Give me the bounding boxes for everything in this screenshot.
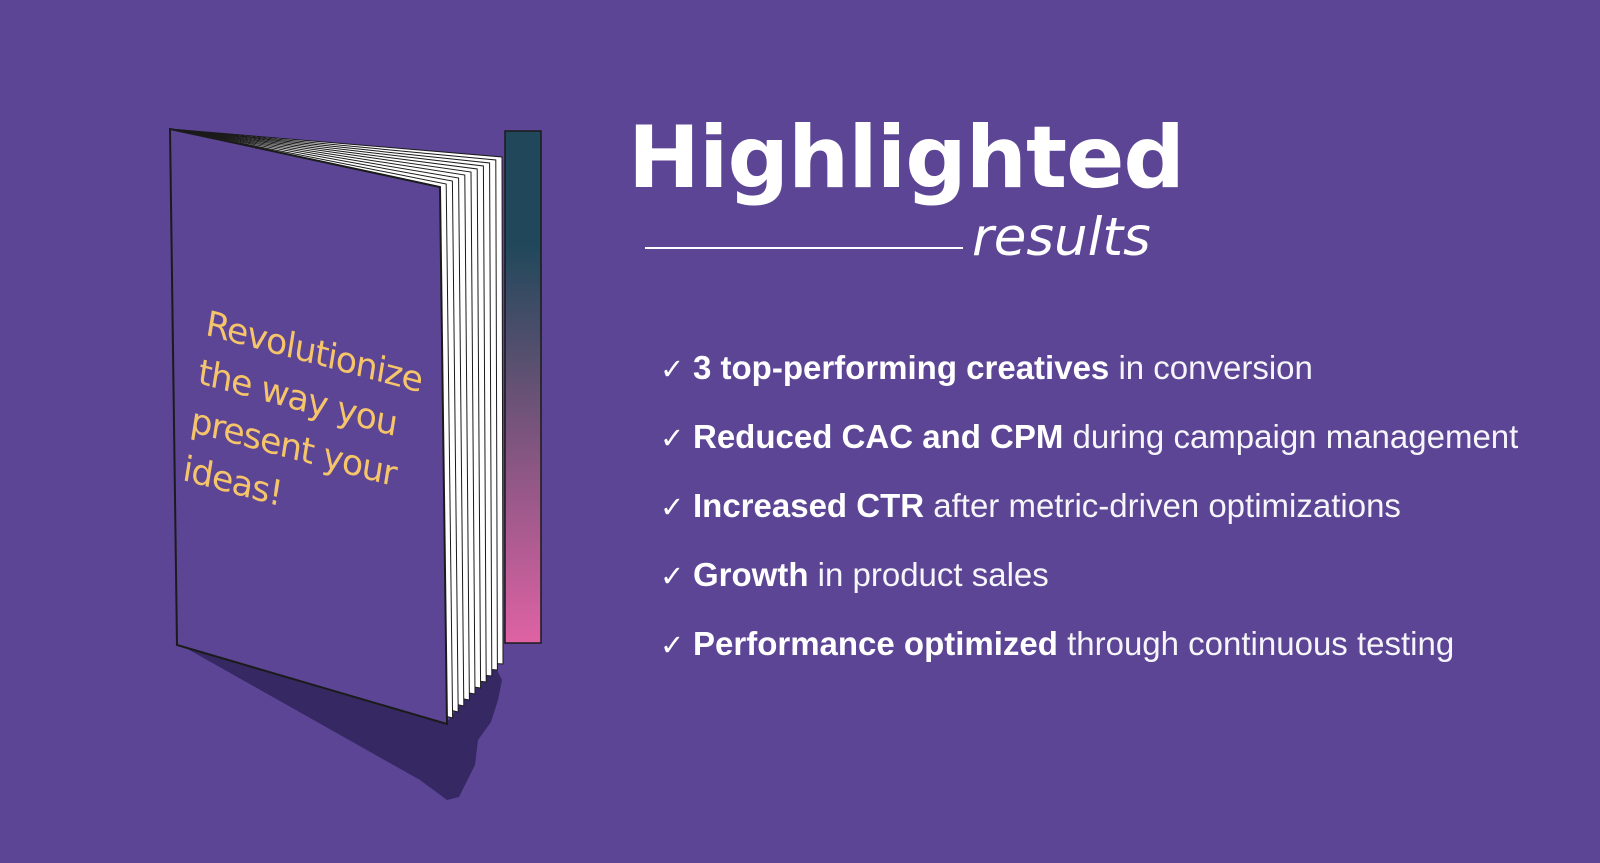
result-detail: through continuous testing [1057,625,1455,662]
list-item: ✓ Growth in product sales [660,555,1518,624]
check-icon: ✓ [660,354,685,386]
book-front-cover [168,127,449,726]
result-highlight: Performance optimized [693,625,1058,662]
results-list: ✓ 3 top-performing creatives in conversio… [660,348,1518,693]
title-divider [645,247,963,249]
result-highlight: Reduced CAC and CPM [693,418,1064,455]
book-shadow [177,643,502,800]
result-detail: during campaign management [1063,418,1519,455]
page-subtitle: results [972,207,1151,268]
book-back-panel [504,130,542,644]
list-item: ✓ Reduced CAC and CPM during campaign man… [660,417,1518,486]
result-highlight: 3 top-performing creatives [693,349,1110,386]
result-detail: after metric-driven optimizations [924,487,1401,524]
check-icon: ✓ [660,492,685,524]
result-detail: in conversion [1109,349,1313,386]
result-detail: in product sales [808,556,1049,593]
result-highlight: Increased CTR [693,487,925,524]
check-icon: ✓ [660,630,685,662]
list-item: ✓ Performance optimized through continuou… [660,624,1518,693]
check-icon: ✓ [660,561,685,593]
check-icon: ✓ [660,423,685,455]
list-item: ✓ 3 top-performing creatives in conversio… [660,348,1518,417]
result-highlight: Growth [693,556,809,593]
list-item: ✓ Increased CTR after metric-driven optim… [660,486,1518,555]
page-title: Highlighted [628,108,1185,208]
